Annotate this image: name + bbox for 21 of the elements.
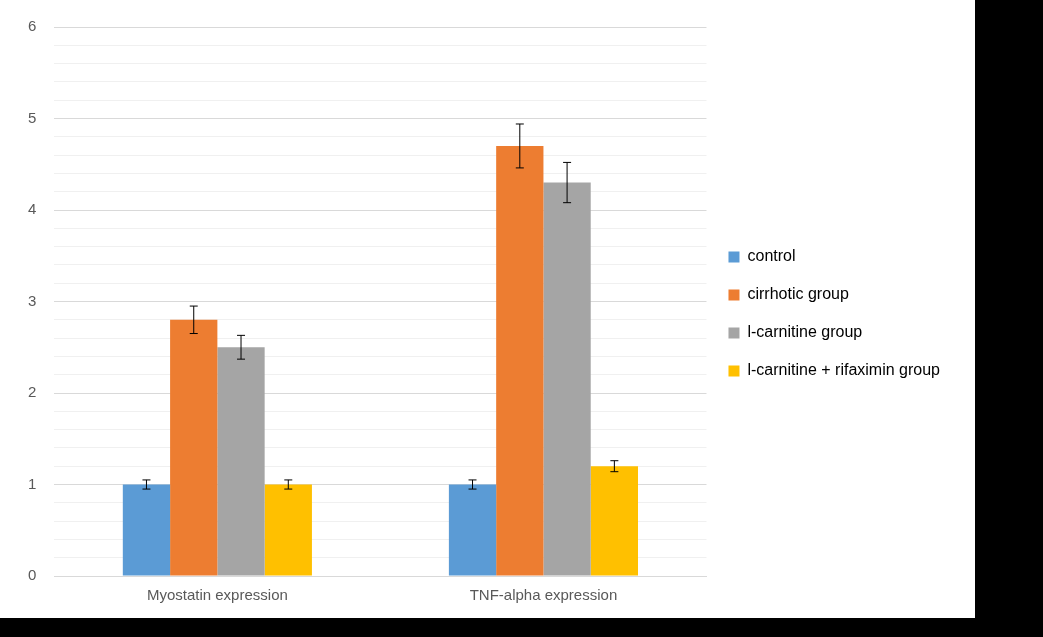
bar: [170, 319, 218, 576]
legend-label: control: [747, 247, 796, 265]
bar: [448, 484, 497, 576]
y-tick-label: 5: [28, 108, 37, 126]
legend-label: l-carnitine + rifaximin group: [747, 361, 941, 379]
bar: [543, 182, 591, 576]
y-tick-label: 2: [28, 383, 37, 401]
y-tick-label: 3: [28, 291, 37, 309]
bar: [496, 145, 544, 576]
y-tick-label: 4: [28, 200, 37, 218]
bar: [264, 484, 312, 576]
y-tick-label: 0: [28, 566, 37, 584]
x-tick-label: TNF-alpha expression: [469, 586, 618, 604]
bar: [217, 347, 265, 576]
y-tick-label: 6: [28, 17, 37, 35]
legend-label: cirrhotic group: [747, 285, 849, 303]
y-tick-label: 1: [28, 474, 37, 492]
legend-label: l-carnitine group: [747, 323, 863, 341]
bar: [590, 466, 638, 576]
x-tick-label: Myostatin expression: [146, 586, 288, 604]
bar: [122, 484, 171, 576]
